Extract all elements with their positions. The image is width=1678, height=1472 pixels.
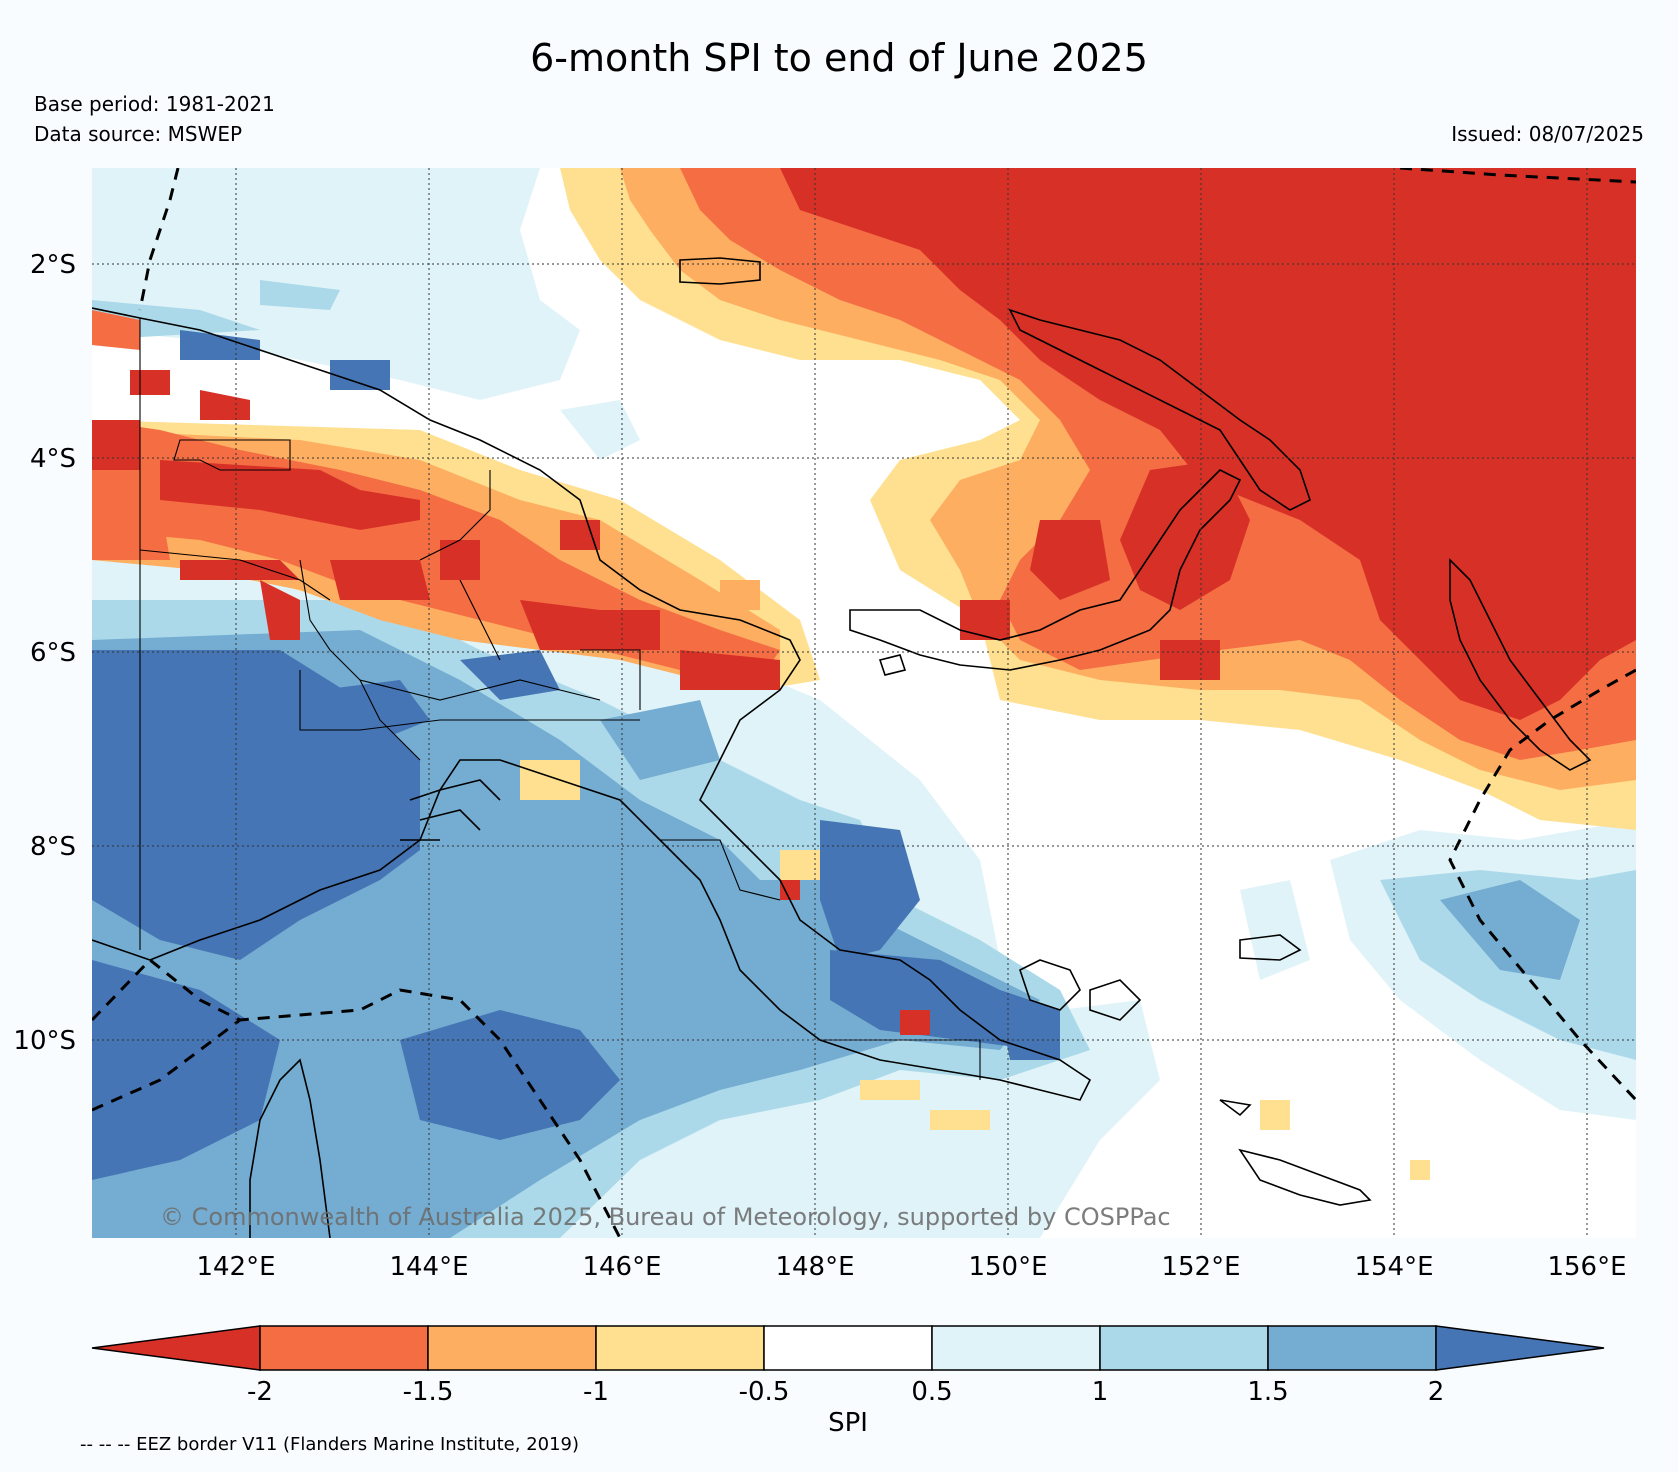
lon-tick-label: 146°E	[582, 1252, 661, 1282]
data-source-label: Data source: MSWEP	[34, 122, 243, 146]
base-period-label: Base period: 1981-2021	[34, 92, 275, 116]
eez-border-southwest	[92, 1018, 241, 1112]
eez-border-solomons	[1448, 668, 1636, 1102]
admin-boundaries	[139, 318, 981, 1080]
gridlines	[92, 168, 1636, 1238]
eez-border-torres	[92, 957, 622, 1238]
lon-tick-label: 152°E	[1161, 1252, 1240, 1282]
spi-band-above-2	[92, 330, 1580, 1180]
lon-tick-label: 154°E	[1354, 1252, 1433, 1282]
eez-border-note: -- -- -- EEZ border V11 (Flanders Marine…	[80, 1434, 580, 1455]
lat-tick-label: 10°S	[13, 1026, 76, 1056]
map-plot-area: © Commonwealth of Australia 2025, Bureau…	[92, 168, 1636, 1238]
eez-border-west	[138, 168, 180, 311]
new-ireland	[1008, 308, 1311, 511]
map-title: 6-month SPI to end of June 2025	[530, 36, 1148, 80]
lon-tick-label: 144°E	[389, 1252, 468, 1282]
manus-island	[679, 257, 761, 285]
lon-tick-label: 156°E	[1547, 1252, 1626, 1282]
lat-tick-label: 2°S	[30, 250, 76, 280]
dentrecasteaux-islands	[1019, 959, 1142, 1021]
new-guinea-river-delta	[400, 779, 501, 841]
lon-tick-label: 150°E	[968, 1252, 1047, 1282]
cape-york-coast	[249, 1058, 331, 1238]
eez-borders	[92, 168, 1636, 1238]
lon-tick-label: 148°E	[775, 1252, 854, 1282]
eez-border-northeast	[1399, 168, 1636, 184]
woodlark-island	[1239, 934, 1302, 961]
lat-tick-label: 6°S	[30, 638, 76, 668]
louisiade-archipelago	[1219, 1099, 1372, 1206]
lat-tick-label: 8°S	[30, 832, 76, 862]
longitude-ticks: 142°E 144°E 146°E 148°E 150°E 152°E 154°…	[196, 1252, 1626, 1282]
copyright-watermark: © Commonwealth of Australia 2025, Bureau…	[160, 1203, 1171, 1231]
lon-tick-label: 142°E	[196, 1252, 275, 1282]
issued-date-label: Issued: 08/07/2025	[1451, 122, 1644, 146]
latitude-ticks: 2°S 4°S 6°S 8°S 10°S	[13, 250, 76, 1056]
new-britain	[849, 469, 1242, 671]
spi-band-below-minus2	[92, 168, 1636, 1035]
bougainville	[1449, 558, 1592, 771]
coastlines	[92, 257, 1592, 1238]
new-guinea-north-coast	[92, 307, 1092, 1101]
umboi-island	[878, 654, 907, 676]
lat-tick-label: 4°S	[30, 444, 76, 474]
